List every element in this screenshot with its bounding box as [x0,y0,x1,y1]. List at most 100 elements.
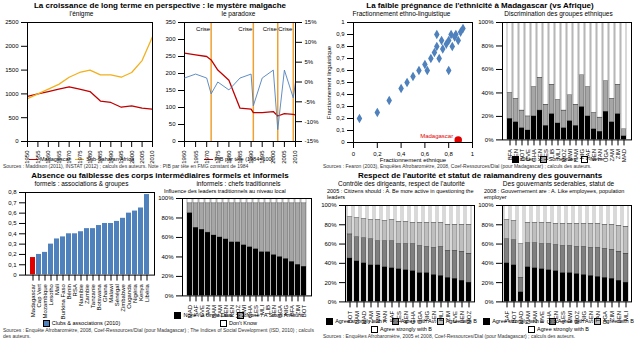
svg-text:0,8: 0,8 [8,189,17,195]
svg-text:15%: 15% [305,19,318,25]
svg-text:40%: 40% [324,260,337,266]
svg-text:60%: 60% [481,66,494,72]
svg-text:0,6: 0,6 [336,67,345,73]
svg-text:0%: 0% [328,298,337,304]
svg-text:1970: 1970 [204,149,210,163]
svg-text:Crise: Crise [196,25,211,31]
svg-text:SAF: SAF [389,310,395,322]
svg-text:1975: 1975 [77,149,83,163]
svg-text:LES: LES [396,310,402,321]
svg-text:1980: 1980 [226,149,232,163]
svg-text:BOT: BOT [301,305,307,318]
svg-text:NAM: NAM [354,310,360,323]
svg-text:0,3: 0,3 [8,241,17,247]
svg-text:Libéria: Libéria [144,283,150,302]
svg-text:1000: 1000 [5,90,19,96]
svg-text:40%: 40% [481,89,494,95]
svg-text:0,6: 0,6 [8,210,17,216]
svg-text:TAN: TAN [595,310,601,322]
svg-text:2010: 2010 [292,149,298,163]
svg-text:0,2: 0,2 [8,251,17,257]
svg-text:0,1: 0,1 [8,261,17,267]
svg-text:MAD: MAD [518,310,524,324]
svg-text:2000: 2000 [270,149,276,163]
svg-text:2005: 2005 [139,149,145,163]
svg-text:80%: 80% [161,215,174,221]
svg-text:SEN: SEN [588,310,594,322]
svg-text:GHA: GHA [410,310,416,323]
svg-text:100: 100 [165,104,176,110]
svg-text:2005: 2005 [281,149,287,163]
svg-text:CVE: CVE [539,310,545,322]
svg-text:Madagascar: Madagascar [420,133,453,139]
svg-text:-5%: -5% [305,98,316,104]
svg-text:ZAM: ZAM [532,310,538,323]
svg-text:SEN: SEN [431,310,437,322]
svg-text:SAF: SAF [504,310,510,322]
svg-text:1985: 1985 [237,149,243,163]
svg-text:300: 300 [165,36,176,42]
svg-text:MLI: MLI [623,310,629,320]
svg-text:0,4: 0,4 [8,230,17,236]
svg-text:Fractionnement ethnique: Fractionnement ethnique [380,156,447,162]
svg-text:80%: 80% [324,221,337,227]
svg-text:MOZ: MOZ [466,310,472,324]
svg-text:ZIM: ZIM [609,310,615,320]
svg-text:Crise: Crise [238,25,253,31]
svg-text:0,1: 0,1 [336,127,345,133]
svg-text:250: 250 [165,53,176,59]
svg-text:0,9: 0,9 [336,31,345,37]
svg-text:MOZ: MOZ [574,310,580,324]
svg-text:Fractionnement linguistique: Fractionnement linguistique [326,45,332,119]
svg-text:0,4: 0,4 [336,91,345,97]
svg-text:0: 0 [352,150,356,156]
svg-text:1965: 1965 [193,149,199,163]
svg-text:1965: 1965 [56,149,62,163]
svg-text:ZAM: ZAM [368,310,374,323]
svg-text:0%: 0% [305,78,314,84]
svg-text:0: 0 [15,138,19,144]
svg-text:LES: LES [560,310,566,321]
svg-text:0: 0 [172,138,176,144]
svg-text:1970: 1970 [66,149,72,163]
svg-text:UGA: UGA [417,310,423,323]
svg-text:1995: 1995 [259,149,265,163]
svg-text:0,2: 0,2 [336,115,345,121]
svg-text:NAM: NAM [525,310,531,323]
svg-text:40%: 40% [161,254,174,260]
svg-text:MWI: MWI [567,310,573,323]
svg-text:BEN: BEN [616,310,622,322]
svg-text:0,7: 0,7 [336,55,345,61]
svg-text:UGA: UGA [602,310,608,323]
svg-text:500: 500 [8,114,19,120]
svg-text:100%: 100% [321,202,337,208]
svg-text:1960: 1960 [181,149,187,163]
svg-text:2010: 2010 [149,149,155,163]
svg-text:0%: 0% [165,293,174,299]
svg-text:0%: 0% [485,298,494,304]
svg-text:Crise: Crise [278,25,293,31]
svg-text:100%: 100% [158,195,174,201]
svg-text:0,7: 0,7 [8,199,17,205]
svg-text:150: 150 [165,87,176,93]
svg-text:1950: 1950 [24,149,30,163]
svg-text:20%: 20% [481,279,494,285]
svg-text:0,5: 0,5 [336,79,345,85]
svg-text:0%: 0% [485,136,494,142]
svg-text:1960: 1960 [45,149,51,163]
svg-text:KEN: KEN [403,310,409,322]
svg-text:BEN: BEN [459,310,465,322]
svg-text:MWI: MWI [375,310,381,323]
svg-text:1: 1 [341,19,345,25]
svg-text:350: 350 [165,19,176,25]
svg-text:1995: 1995 [118,149,124,163]
svg-text:MLI: MLI [438,310,444,320]
svg-text:0,8: 0,8 [336,43,345,49]
svg-text:80%: 80% [481,42,494,48]
svg-text:20%: 20% [481,113,494,119]
svg-text:BOT: BOT [347,310,353,323]
svg-text:0,3: 0,3 [336,103,345,109]
svg-text:KEN: KEN [553,310,559,322]
svg-text:1990: 1990 [108,149,114,163]
svg-text:1990: 1990 [248,149,254,163]
